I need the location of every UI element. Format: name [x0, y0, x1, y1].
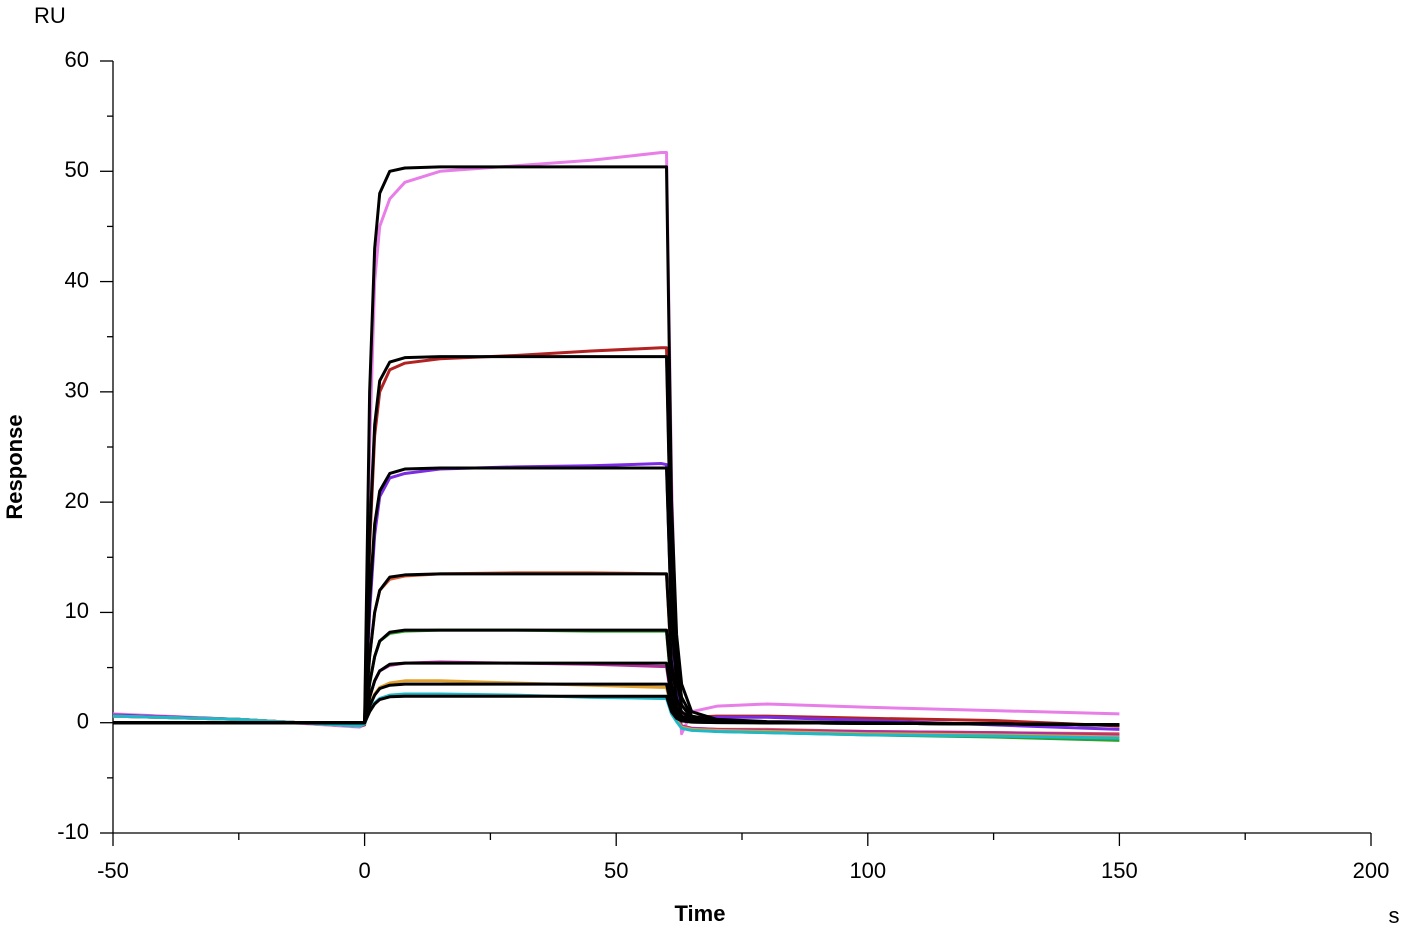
x-tick-label: 150 [1101, 858, 1138, 883]
x-axis-label: Time [675, 901, 726, 926]
y-tick-label: -10 [57, 819, 89, 844]
y-tick-label: 50 [65, 157, 89, 182]
series-line [113, 694, 1120, 727]
series-line [112, 151, 1120, 736]
y-tick-label: 30 [65, 378, 89, 403]
y-tick-label: 60 [65, 47, 89, 72]
series-line [113, 165, 1120, 727]
series-line [113, 355, 1120, 727]
y-tick-label: 0 [77, 709, 89, 734]
series-line [113, 572, 1120, 727]
y-axis-label: Response [2, 414, 27, 519]
x-tick-label: 50 [604, 858, 628, 883]
y-unit: RU [34, 3, 66, 28]
y-tick-label: 40 [65, 267, 89, 292]
x-tick-label: 200 [1353, 858, 1390, 883]
series-line [112, 346, 1120, 728]
series-line [113, 661, 1120, 727]
x-tick-label: -50 [97, 858, 129, 883]
x-unit: s [1389, 903, 1400, 928]
y-tick-label: 10 [65, 598, 89, 623]
y-tick-label: 20 [65, 488, 89, 513]
series-line [112, 462, 1120, 731]
x-tick-label: 0 [358, 858, 370, 883]
x-tick-label: 100 [849, 858, 886, 883]
